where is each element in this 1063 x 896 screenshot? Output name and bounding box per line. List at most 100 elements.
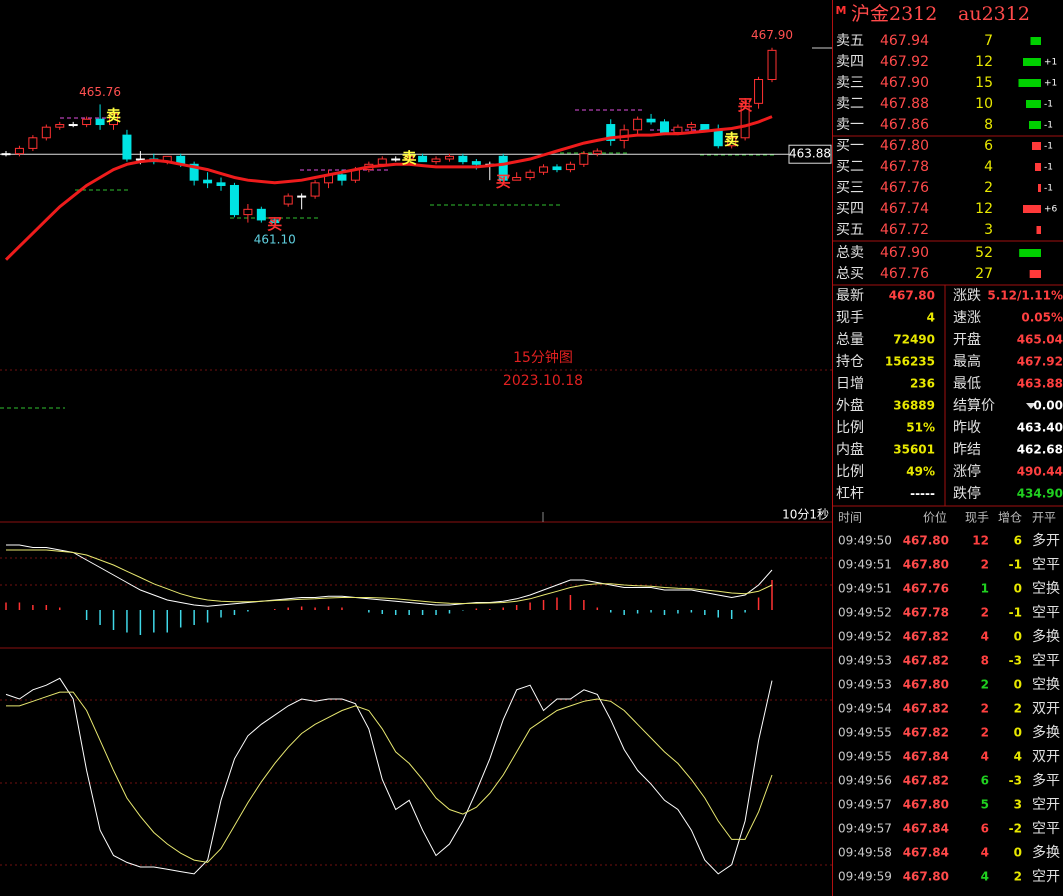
stat-value: 236 [910,377,935,391]
trade-cell: 09:49:55 [838,726,892,740]
trade-cell: 2 [1014,870,1022,884]
book-volume: 8 [984,117,993,133]
trade-cell: 多平 [1032,772,1060,789]
book-label: 买四 [836,201,864,217]
trade-cell: 空平 [1032,557,1060,573]
stat-label: 速涨 [953,310,981,326]
candle-body [203,179,213,184]
trade-cell: 467.76 [903,582,949,596]
trade-cell: 空换 [1032,676,1060,693]
trade-cell: 2 [981,606,989,620]
candle-body [754,78,764,104]
book-price: 467.90 [880,75,929,91]
candle-body [256,208,266,221]
price-label: 461.10 [254,232,296,246]
trade-cell: 467.84 [903,750,949,764]
book-volume: 12 [975,201,993,217]
trade-cell: 4 [981,630,989,644]
candle-body [82,118,92,126]
candle-body [270,219,280,224]
candle-body [1,153,11,156]
trade-cell: 2 [981,726,989,740]
candle-body [41,126,51,139]
trade-cell: 空平 [1032,653,1060,669]
stat-value: 467.92 [1017,355,1063,369]
candle-body [109,113,119,126]
dropdown-arrow[interactable] [1026,403,1036,409]
book-change: -1 [1044,121,1053,131]
indicator-line [5,677,773,875]
candle-body [189,163,199,181]
trade-cell: 4 [981,870,989,884]
stat-label: 昨结 [953,442,981,458]
book-label: 卖三 [836,75,864,91]
volume-bar [1030,37,1041,45]
stat-value: 0.00 [1033,399,1063,413]
trade-cell: 5 [981,798,989,812]
candle-body [673,126,683,133]
book-price: 467.76 [880,180,929,196]
trade-cell: 467.80 [903,534,949,548]
trade-cell: 1 [981,582,989,596]
candle-body [458,155,468,163]
indicator-line [6,549,773,605]
volume-bar [1029,270,1041,278]
book-price: 467.74 [880,201,929,217]
book-volume: 2 [984,180,993,196]
candle-body [431,158,441,163]
candle-body [14,147,24,155]
book-price: 467.88 [880,96,929,112]
trade-cell: -2 [1009,822,1022,836]
signal: 卖 [106,106,121,124]
book-volume: 10 [975,96,993,112]
candle-body [713,129,723,147]
stat-label: 总量 [836,332,864,348]
book-change: +6 [1044,205,1058,215]
trade-cell: 09:49:51 [838,558,892,572]
trade-cell: 6 [981,774,989,788]
stat-value: 5.12/1.11% [987,289,1063,303]
candle-body [444,155,454,160]
signal: 买 [267,215,282,233]
book-label: 买一 [836,138,864,154]
trade-cell: 09:49:50 [838,534,892,548]
trade-cell: 0 [1014,726,1022,740]
price-label: 465.76 [79,85,121,99]
stat-value: 49% [906,465,935,479]
candle-body [592,150,602,155]
signal: 买 [496,173,511,191]
trade-cell: 09:49:55 [838,750,892,764]
candle-body [310,182,320,197]
trade-cell: 2 [1014,702,1022,716]
trade-cell: -3 [1009,654,1022,668]
signal: 买 [738,96,753,114]
volume-bar [1029,121,1041,129]
book-label: 买五 [836,222,864,238]
stat-value: 462.68 [1017,443,1063,457]
candle-body [243,208,253,216]
indicator-line [6,544,773,607]
trades-header: 开平 [1032,511,1056,525]
candle-body [700,124,710,131]
stat-label: 持仓 [836,354,864,370]
trade-cell: 467.82 [903,726,949,740]
candle-body [565,163,575,171]
trade-cell: 12 [972,534,989,548]
volume-bar [1036,226,1041,234]
signal: 卖 [724,130,739,148]
book-change: -1 [1044,163,1053,173]
trade-cell: 09:49:52 [838,606,892,620]
trade-cell: 空换 [1032,580,1060,597]
stat-value: 465.04 [1017,333,1063,347]
book-volume: 15 [975,75,993,91]
trade-cell: -3 [1009,774,1022,788]
trade-cell: 467.80 [903,870,949,884]
trade-cell: 09:49:52 [838,630,892,644]
book-volume: 12 [975,54,993,70]
trade-cell: 467.80 [903,798,949,812]
candle-body [633,118,643,131]
book-change: -1 [1044,142,1053,152]
trade-cell: 0 [1014,678,1022,692]
stat-value: 72490 [893,333,935,347]
